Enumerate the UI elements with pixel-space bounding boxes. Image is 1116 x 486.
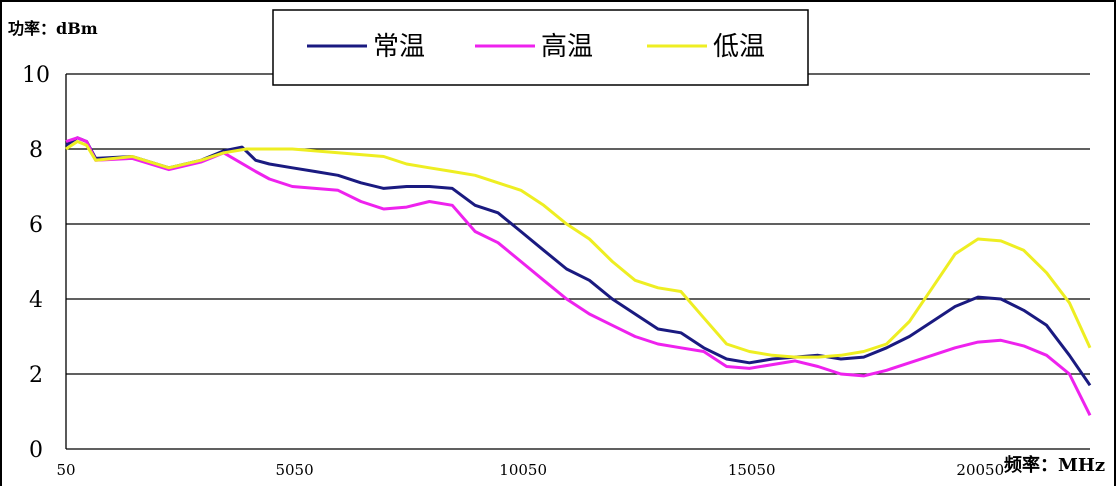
x-tick-label: 20050 (956, 461, 1004, 479)
legend: 常温 高温 低温 (272, 9, 809, 86)
axes (65, 74, 1090, 450)
series-line-3 (65, 140, 1092, 359)
y-tick-label: 10 (22, 63, 50, 88)
x-tick-labels: 50 5050 10050 15050 20050 (56, 461, 1004, 479)
y-tick-label: 4 (29, 288, 43, 313)
x-axis-label: 频率：MHz (1004, 454, 1105, 476)
gridlines (66, 73, 1090, 375)
x-tick-label: 50 (56, 461, 75, 479)
x-tick-label: 10050 (499, 461, 547, 479)
y-axis-label: 功率：dBm (8, 19, 98, 38)
y-tick-label: 2 (29, 363, 43, 388)
y-tick-labels: 0 2 4 6 8 10 (22, 63, 50, 463)
legend-label-3: 低温 (713, 32, 765, 62)
x-tick-label: 5050 (275, 461, 313, 479)
series-line-1 (65, 136, 1092, 387)
legend-label-1: 常温 (373, 32, 425, 62)
legend-label-2: 高温 (541, 32, 593, 62)
series-line-2 (65, 136, 1092, 416)
y-tick-label: 8 (29, 138, 43, 163)
x-tick-label: 15050 (728, 461, 776, 479)
series-lines (65, 136, 1092, 416)
y-tick-label: 0 (29, 438, 43, 463)
y-tick-label: 6 (29, 213, 43, 238)
